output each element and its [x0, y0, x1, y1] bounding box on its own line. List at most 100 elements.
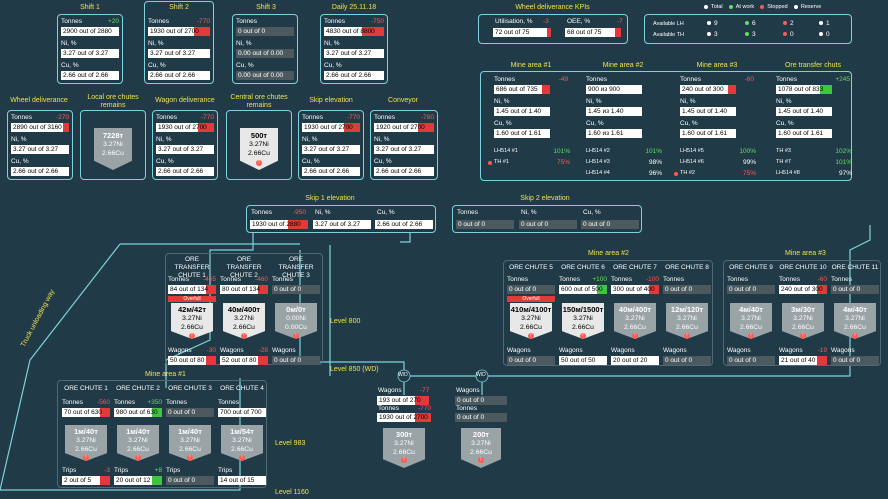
alert-icon: ! — [684, 333, 690, 339]
kpi-title: Wheel deliverance KPIs — [515, 4, 590, 11]
skipel-panel[interactable]: Tonnes -770 1930 out of 2700 Ni, % 3.27 … — [298, 110, 364, 180]
tonnes-label: Tonnes — [663, 276, 684, 283]
count-value: 20 out of 12 — [114, 476, 162, 485]
wd2-tonnes-value: 0 out of 0 — [455, 413, 507, 422]
chute-name: ORE CHUTE 5 — [509, 264, 553, 271]
tonnes-label: Tonnes — [586, 76, 607, 83]
shift1-panel[interactable]: Tonnes +20 2900 out of 2880 Ni, % 3.27 o… — [57, 14, 123, 84]
equipment-pct: 101% — [835, 159, 852, 166]
util-delta: -3 — [543, 18, 549, 25]
alert-icon: ! — [580, 333, 586, 339]
local-ni: 3.27Ni — [103, 141, 123, 148]
equipment-name: TH #7 — [776, 159, 791, 165]
skip1-panel[interactable]: Tonnes -950 1930 out of 2880 Ni, % 3.27 … — [246, 205, 436, 233]
cu-label: Cu, % — [680, 120, 698, 127]
delta: -770 — [196, 18, 210, 25]
wd1-tonnes-delta: -770 — [418, 405, 432, 412]
ma3-chutes-panel[interactable] — [723, 260, 881, 366]
count-label: Wagons — [559, 347, 583, 354]
count-value: 0 out of 0 — [727, 356, 775, 365]
level-850: Level 850 (WD) — [330, 366, 379, 373]
chute-ni: 3.27Ni — [741, 315, 761, 322]
equipment-name: LH514 #3 — [586, 159, 610, 165]
ni-label: Ni, % — [324, 40, 340, 47]
ni-label: Ni, % — [680, 98, 696, 105]
skipel-title: Skip elevation — [309, 97, 353, 104]
equipment-pct: 97% — [838, 170, 852, 177]
ni-value: 3.27 out of 3.27 — [374, 145, 434, 154]
chute-name: ORE CHUTE 1 — [64, 385, 108, 392]
count-value: 50 out of 80 — [168, 356, 216, 365]
cu-label: Cu, % — [148, 62, 166, 69]
shift3-panel[interactable]: Tonnes 0 out of 0 Ni, % 0.00 out of 0.00… — [232, 14, 298, 84]
wheel-title: Wheel deliverance — [10, 97, 68, 104]
equipment-pct: 101% — [645, 148, 662, 155]
skip2-panel[interactable]: Tonnes 0 out of 0 Ni, % 0 out of 0 Cu, %… — [452, 205, 642, 233]
equipment-name: LH514 #5 — [680, 148, 704, 154]
tonnes-label: Tonnes — [114, 399, 135, 406]
chute-ni: 3.27Ni — [677, 315, 697, 322]
daily-panel[interactable]: Tonnes -750 4830 out of 8800 Ni, % 3.27 … — [320, 14, 388, 84]
conveyor-panel[interactable]: Tonnes -780 1920 out of 2700 Ni, % 3.27 … — [370, 110, 438, 180]
local-cu: 2.66Cu — [102, 150, 124, 157]
ni-label: Ni, % — [148, 40, 164, 47]
chute-name: ORE CHUTE 7 — [613, 264, 657, 271]
wagon-panel[interactable]: Tonnes -770 1930 out of 2700 Ni, % 3.27 … — [152, 110, 218, 180]
ni-value: 3.27 out of 3.27 — [61, 49, 119, 58]
level-800: Level 800 — [330, 318, 361, 325]
wd2-wagons-value: 0 out of 0 — [455, 396, 507, 405]
chute-cu: 2.66Cu — [127, 446, 149, 453]
equipment-name: LH514 #6 — [680, 159, 704, 165]
tonnes-label: Tonnes — [302, 114, 323, 121]
ni-label: Ni, % — [586, 98, 602, 105]
ni-label: Ni, % — [61, 40, 77, 47]
chute-cu: 2.66Cu — [624, 324, 646, 331]
count-delta: -30 — [206, 347, 216, 354]
central-title: Central ore chutes remains — [230, 94, 288, 109]
central-panel[interactable]: 500т 3.27Ni 2.66Cu ! — [226, 110, 292, 180]
kpi-panel[interactable]: Utilisation, % -3 72 out of 75 OEE, % -7… — [478, 14, 628, 44]
chute-name: ORE CHUTE 4 — [220, 385, 264, 392]
chute-name: ORE CHUTE 3 — [168, 385, 212, 392]
tonnes-value: 600 out of 500 — [559, 285, 607, 294]
local-panel[interactable]: 7228т 3.27Ni 2.66Cu — [80, 110, 146, 180]
wd2-ni: 3.27Ni — [471, 440, 491, 447]
tonnes-value: 1930 out of 2700 — [156, 123, 214, 132]
cu-label: Cu, % — [236, 62, 254, 69]
availability-panel[interactable]: Available LH Available TH 9 6 2 1 3 3 0 … — [644, 14, 852, 44]
chute-volume: 4м/40т — [843, 305, 867, 314]
count-label: Wagons — [727, 347, 751, 354]
alert-icon: ! — [187, 455, 193, 461]
mine-areas-panel[interactable] — [480, 71, 852, 181]
tonnes-value: 0 out of 0 — [456, 220, 514, 229]
chute-cu: 2.66Cu — [740, 324, 762, 331]
ma1-chutes-panel[interactable] — [57, 380, 267, 488]
chute-cu: 2.66Cu — [792, 324, 814, 331]
equipment-pct: 100% — [739, 148, 756, 155]
tonnes-value: 1920 out of 2700 — [374, 123, 434, 132]
tonnes-value: 2890 out of 3160 — [11, 123, 69, 132]
tonnes-value: 84 out of 134 — [168, 285, 216, 294]
shift2-panel[interactable]: Tonnes -770 1930 out of 2700 Ni, % 3.27 … — [144, 1, 214, 84]
wd1-tonnes-value: 1930 out of 2700 — [377, 413, 431, 422]
status-dot — [488, 161, 492, 165]
wheel-panel[interactable]: Tonnes -270 2890 out of 3160 Ni, % 3.27 … — [7, 110, 73, 180]
ma2-chutes-panel[interactable] — [503, 260, 713, 366]
delta: -770 — [346, 114, 360, 121]
central-cu: 2.66Cu — [248, 150, 270, 157]
chute-ni: 3.27Ni — [793, 315, 813, 322]
cu-value: 1.60 out of 1.61 — [680, 129, 736, 138]
count-label: Trips — [114, 467, 129, 474]
ni-label: Ni, % — [494, 98, 510, 105]
shift3-title: Shift 3 — [256, 4, 276, 11]
chute-name: ORE CHUTE 10 — [779, 264, 827, 271]
lh-res: 1 — [826, 20, 830, 27]
chute-volume: 40м/400т — [227, 305, 261, 314]
chute-ni: 0.00Ni — [286, 315, 306, 322]
th-work: 3 — [752, 31, 756, 38]
shift2-title: Shift 2 — [169, 4, 189, 11]
status-dot — [674, 172, 678, 176]
alert-icon: ! — [852, 333, 858, 339]
equipment-name: TH #2 — [680, 170, 695, 176]
count-label: Trips — [218, 467, 233, 474]
